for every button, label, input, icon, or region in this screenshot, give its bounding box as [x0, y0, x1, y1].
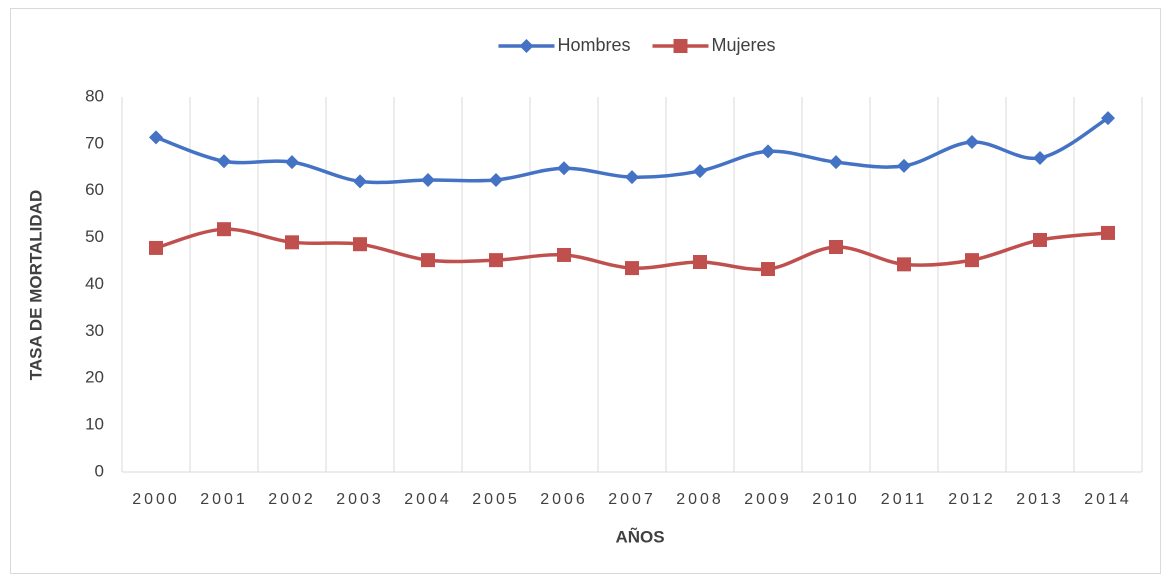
legend-marker — [673, 39, 688, 53]
marker-square — [1033, 232, 1047, 247]
legend-label: Mujeres — [712, 35, 776, 55]
marker-diamond — [761, 144, 775, 159]
marker-square — [1101, 225, 1115, 240]
marker-square — [965, 253, 979, 268]
legend-item: Mujeres — [652, 35, 776, 55]
marker-diamond — [1033, 150, 1047, 165]
y-tick-label: 30 — [85, 321, 104, 340]
marker-diamond — [217, 154, 231, 169]
y-tick-label: 20 — [85, 368, 104, 387]
marker-diamond — [625, 170, 639, 185]
marker-diamond — [421, 172, 435, 187]
marker-diamond — [693, 164, 707, 179]
y-axis-title: TASA DE MORTALIDAD — [26, 190, 45, 380]
y-tick-label: 40 — [85, 274, 104, 293]
x-axis-title: AÑOS — [615, 526, 664, 546]
marker-diamond — [489, 172, 503, 187]
marker-square — [625, 261, 639, 276]
x-tick-label: 2014 — [1084, 491, 1132, 508]
marker-diamond — [285, 155, 299, 170]
y-tick-label: 80 — [85, 86, 104, 105]
marker-diamond — [965, 135, 979, 149]
legend-marker — [519, 39, 534, 53]
marker-square — [761, 262, 775, 277]
legend-item: Hombres — [498, 35, 631, 55]
y-tick-label: 0 — [95, 461, 104, 480]
marker-square — [557, 247, 571, 262]
x-tick-label: 2001 — [200, 491, 248, 508]
x-tick-label: 2003 — [336, 491, 384, 508]
marker-square — [217, 222, 231, 237]
x-tick-label: 2005 — [472, 491, 520, 508]
x-tick-label: 2009 — [744, 491, 792, 508]
marker-diamond — [829, 155, 843, 170]
x-tick-label: 2011 — [881, 491, 927, 508]
marker-diamond — [1101, 111, 1115, 126]
x-tick-label: 2012 — [948, 491, 996, 508]
marker-square — [353, 237, 367, 252]
marker-square — [897, 257, 911, 272]
y-tick-label: 50 — [85, 227, 104, 246]
x-tick-label: 2008 — [676, 491, 724, 508]
chart-border — [10, 8, 1161, 574]
marker-square — [421, 253, 435, 268]
y-tick-label: 60 — [85, 180, 104, 199]
marker-diamond — [353, 174, 367, 189]
marker-diamond — [149, 130, 163, 145]
x-tick-label: 2002 — [268, 491, 316, 508]
x-tick-label: 2006 — [540, 491, 588, 508]
x-tick-label: 2000 — [132, 491, 180, 508]
x-tick-label: 2004 — [404, 491, 452, 508]
y-tick-label: 10 — [85, 415, 104, 434]
marker-square — [489, 253, 503, 268]
marker-diamond — [897, 158, 911, 173]
x-tick-label: 2010 — [812, 491, 860, 508]
marker-square — [285, 235, 299, 250]
marker-square — [693, 255, 707, 269]
legend: Hombres Mujeres — [498, 35, 776, 55]
x-tick-label: 2013 — [1016, 491, 1064, 508]
x-tick-label: 2007 — [608, 491, 656, 508]
marker-square — [829, 240, 843, 254]
legend-label: Hombres — [557, 35, 630, 55]
marker-diamond — [557, 161, 571, 176]
marker-square — [149, 240, 163, 255]
y-tick-label: 70 — [85, 133, 104, 152]
